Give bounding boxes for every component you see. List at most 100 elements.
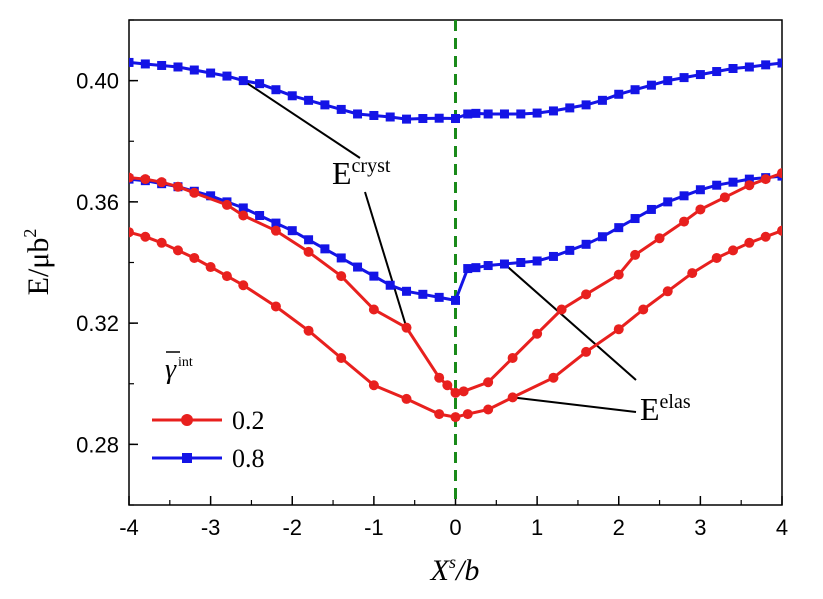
- data-point: [353, 109, 363, 119]
- x-tick-label-0: -4: [119, 515, 139, 540]
- data-point: [654, 233, 665, 244]
- data-point: [516, 258, 526, 267]
- data-point: [761, 60, 771, 70]
- data-point: [270, 225, 281, 236]
- data-point: [744, 62, 754, 72]
- series-layer: [129, 57, 782, 423]
- x-axis-title-sup: s: [449, 552, 456, 572]
- data-point: [129, 227, 134, 238]
- x-axis-title: Xs/b: [430, 552, 480, 587]
- data-point: [271, 218, 281, 228]
- data-point: [760, 174, 771, 185]
- data-point: [695, 70, 705, 80]
- legend-marker-0.8: [182, 453, 192, 463]
- data-point: [189, 187, 200, 198]
- data-point: [451, 295, 460, 305]
- data-point: [129, 172, 134, 183]
- data-point: [532, 328, 543, 339]
- data-point: [271, 85, 281, 95]
- data-point: [777, 168, 782, 179]
- data-point: [304, 95, 314, 105]
- data-point: [630, 214, 640, 224]
- data-point: [368, 380, 379, 391]
- data-point: [532, 108, 542, 118]
- data-point: [140, 231, 151, 242]
- legend-marker-0.2: [181, 414, 193, 426]
- data-point: [320, 100, 330, 110]
- data-point: [221, 271, 232, 282]
- data-point: [385, 280, 395, 290]
- data-point: [630, 249, 641, 260]
- data-point: [613, 324, 624, 335]
- data-point: [712, 67, 722, 77]
- data-point: [189, 252, 200, 263]
- y-tick-label-2: 0.36: [76, 190, 119, 215]
- data-point: [712, 180, 722, 190]
- leader-line-1: [364, 191, 408, 328]
- y-axis-title: E/μb2: [20, 229, 55, 296]
- y-tick-label-1: 0.32: [76, 311, 119, 336]
- data-point: [728, 177, 738, 187]
- legend-label-0.2: 0.2: [232, 406, 265, 435]
- data-point: [499, 109, 509, 119]
- data-point: [614, 223, 624, 233]
- data-point: [744, 237, 755, 248]
- data-point: [719, 192, 730, 203]
- data-point: [581, 100, 591, 110]
- series-elas-0.2: [129, 225, 782, 423]
- data-point: [777, 225, 782, 236]
- leader-line-0: [242, 79, 361, 159]
- data-point: [402, 286, 412, 296]
- data-point: [270, 301, 281, 312]
- data-point: [434, 372, 445, 383]
- data-point: [189, 65, 199, 75]
- data-point: [222, 71, 232, 81]
- data-point: [157, 60, 167, 70]
- data-point: [597, 232, 607, 242]
- data-point: [442, 380, 453, 391]
- data-point: [238, 280, 249, 291]
- data-point: [556, 304, 567, 315]
- data-point: [483, 377, 494, 388]
- data-point: [434, 113, 444, 123]
- legend: γ int 0.2 0.8: [152, 351, 265, 473]
- data-point: [760, 231, 771, 242]
- data-point: [320, 244, 330, 254]
- data-point: [663, 76, 673, 86]
- leader-line-2: [503, 263, 637, 381]
- data-point: [287, 91, 297, 101]
- x-axis-ticks: -4 -3 -2 -1 0 1 2 3 4: [119, 496, 788, 540]
- data-point: [663, 197, 673, 207]
- annotation-elas-sup: elas: [660, 391, 691, 413]
- data-point: [451, 114, 460, 124]
- data-point: [483, 404, 494, 415]
- data-point: [662, 286, 673, 297]
- data-point: [679, 73, 689, 83]
- data-point: [238, 210, 249, 221]
- data-point: [728, 64, 738, 73]
- leader-line-3: [512, 396, 637, 413]
- data-point: [255, 79, 265, 89]
- data-point: [614, 89, 624, 99]
- data-point: [173, 62, 183, 72]
- data-point: [206, 191, 216, 201]
- data-point: [304, 235, 314, 245]
- data-point: [516, 109, 526, 119]
- data-point: [462, 409, 473, 420]
- legend-title: γ int: [165, 354, 193, 385]
- data-point: [507, 392, 518, 403]
- data-point: [463, 109, 473, 119]
- data-point: [581, 346, 592, 357]
- data-point: [458, 386, 469, 397]
- data-point: [695, 204, 706, 215]
- x-axis-title-main: X: [430, 554, 451, 587]
- data-point: [336, 253, 346, 263]
- data-point: [548, 106, 558, 116]
- data-point: [172, 181, 183, 192]
- x-tick-label-4: 0: [449, 515, 461, 540]
- data-point: [597, 95, 607, 105]
- data-point: [369, 271, 379, 281]
- data-point: [499, 259, 509, 269]
- annotation-cryst: Ecryst: [332, 155, 391, 191]
- data-point: [471, 263, 481, 273]
